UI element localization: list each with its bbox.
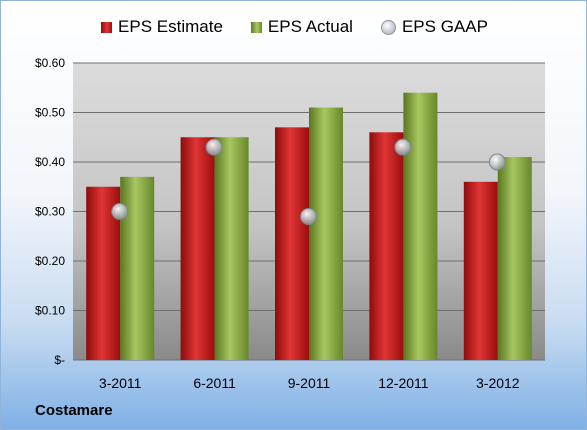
company-name: Costamare <box>35 402 113 419</box>
bar-eps-estimate <box>369 132 404 360</box>
legend-item-actual: EPS Actual <box>250 17 353 37</box>
bar-eps-actual <box>403 92 438 360</box>
point-eps-gaap <box>488 153 506 171</box>
bar-eps-actual <box>309 107 343 360</box>
x-tick-label: 3-2012 <box>476 375 520 391</box>
legend-label-gaap: EPS GAAP <box>401 17 488 36</box>
y-tick-label: $0.40 <box>35 155 65 169</box>
x-tick-label: 9-2011 <box>288 375 331 391</box>
bars <box>86 92 532 360</box>
legend-item-gaap: EPS GAAP <box>380 17 488 37</box>
bar-eps-actual <box>214 137 249 360</box>
legend: EPS Estimate EPS Actual EPS GAAP <box>1 17 586 37</box>
y-tick-label: $0.10 <box>35 304 65 318</box>
estimate-swatch-icon <box>101 21 113 33</box>
point-eps-gaap <box>111 203 129 220</box>
y-tick-label: $0.60 <box>35 56 65 70</box>
bar-eps-estimate <box>275 127 309 360</box>
legend-label-estimate: EPS Estimate <box>118 17 223 36</box>
point-eps-gaap <box>205 138 223 156</box>
y-axis: $- $0.10 $0.20 $0.30 $0.40 $0.50 $0.60 <box>35 56 65 367</box>
y-tick-label: $0.50 <box>35 106 65 120</box>
x-tick-label: 6-2011 <box>193 375 236 391</box>
actual-swatch-icon <box>250 21 262 33</box>
legend-item-estimate: EPS Estimate <box>101 17 223 37</box>
bar-eps-estimate <box>463 181 498 360</box>
gaap-markers <box>111 138 506 225</box>
bar-eps-actual <box>120 176 155 360</box>
y-tick-label: $- <box>54 353 65 367</box>
x-tick-label: 3-2011 <box>99 375 142 391</box>
bar-eps-actual <box>497 157 532 360</box>
y-tick-label: $0.30 <box>35 205 65 219</box>
x-axis: 3-2011 6-2011 9-2011 12-2011 3-2012 <box>99 375 520 391</box>
x-tick-label: 12-2011 <box>378 375 429 391</box>
legend-label-actual: EPS Actual <box>267 17 353 36</box>
bar-eps-estimate <box>180 137 215 360</box>
gaap-marker-icon <box>380 19 396 35</box>
y-tick-label: $0.20 <box>35 254 65 268</box>
point-eps-gaap <box>394 138 412 156</box>
point-eps-gaap <box>300 207 317 225</box>
